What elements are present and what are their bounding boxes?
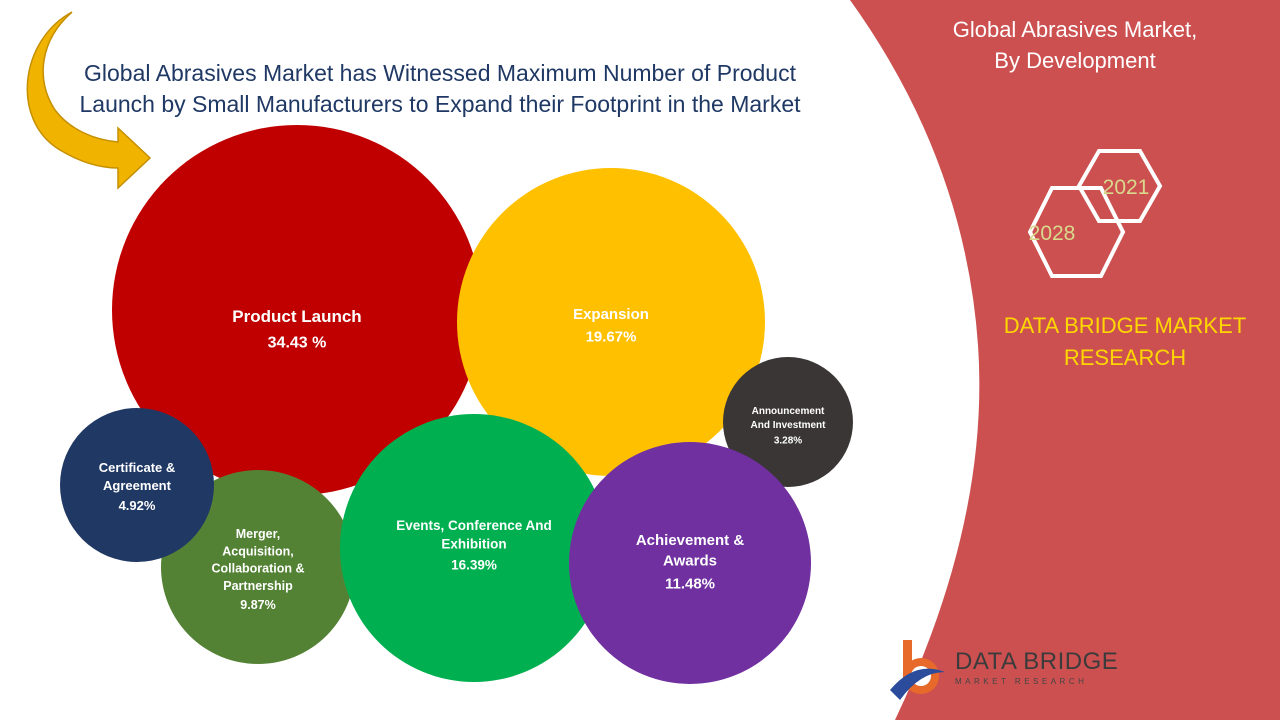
- bubble-circle-announcement-and-investment: [723, 357, 853, 487]
- bubble-value-events-conference-and-exhibition: 16.39%: [451, 557, 497, 572]
- bubble-achievement-and-awards: Achievement & Awards 11.48%: [569, 442, 811, 684]
- side-panel-background: [850, 0, 1280, 720]
- bubble-product-launch: Product Launch 34.43 %: [112, 125, 482, 495]
- chart-headline: Global Abrasives Market has Witnessed Ma…: [40, 58, 840, 120]
- bubble-value-expansion: 19.67%: [586, 329, 637, 346]
- bubble-label-announcement-and-investment: And Investment: [750, 420, 826, 431]
- logo-name: DATA BRIDGE: [955, 648, 1119, 675]
- bubble-label-events-conference-and-exhibition: Events, Conference And: [396, 518, 552, 533]
- headline-line-1: Global Abrasives Market has Witnessed Ma…: [84, 60, 796, 86]
- bubble-label-merger-acquisition-collaboration-partnership: Partnership: [223, 579, 293, 593]
- bubble-value-certificate-and-agreement: 4.92%: [119, 498, 156, 513]
- bubble-label-expansion: Expansion: [573, 306, 649, 323]
- bubble-circle-product-launch: [112, 125, 482, 495]
- bubble-events-conference-and-exhibition: Events, Conference And Exhibition 16.39%: [340, 414, 608, 682]
- bubble-label-announcement-and-investment: Announcement: [752, 406, 825, 417]
- bubble-label-merger-acquisition-collaboration-partnership: Acquisition,: [222, 544, 294, 558]
- bubble-value-announcement-and-investment: 3.28%: [774, 436, 802, 447]
- bubble-circle-expansion: [457, 168, 765, 476]
- bubble-label-merger-acquisition-collaboration-partnership: Merger,: [236, 527, 280, 541]
- brand-line-1: DATA BRIDGE MARKET: [1003, 313, 1247, 338]
- bubble-certificate-and-agreement: Certificate & Agreement 4.92%: [60, 408, 214, 562]
- side-panel-title: Global Abrasives Market, By Development: [900, 14, 1250, 76]
- curved-arrow-icon: [26, 11, 152, 190]
- bubble-label-certificate-and-agreement: Agreement: [103, 478, 172, 493]
- year-end-hexagon-icon: [1027, 186, 1126, 278]
- bubble-circle-achievement-and-awards: [569, 442, 811, 684]
- bubble-label-achievement-and-awards: Achievement &: [636, 532, 745, 549]
- bubble-label-events-conference-and-exhibition: Exhibition: [441, 537, 506, 552]
- bubble-label-product-launch: Product Launch: [232, 307, 361, 326]
- bubble-expansion: Expansion 19.67%: [457, 168, 765, 476]
- year-start-hexagon-icon: [1076, 149, 1163, 223]
- bubble-merger-acquisition-collaboration-partnership: Merger, Acquisition, Collaboration & Partne…: [161, 470, 355, 664]
- bubble-announcement-and-investment: Announcement And Investment 3.28%: [723, 357, 853, 487]
- brand-line-2: RESEARCH: [1063, 345, 1187, 370]
- bubble-label-certificate-and-agreement: Certificate &: [99, 460, 176, 475]
- bubble-circle-events-conference-and-exhibition: [340, 414, 608, 682]
- brand-name: DATA BRIDGE MARKET RESEARCH: [960, 310, 1280, 374]
- bubble-value-achievement-and-awards: 11.48%: [665, 575, 715, 592]
- bubble-circle-certificate-and-agreement: [60, 408, 214, 562]
- bubble-label-achievement-and-awards: Awards: [663, 553, 717, 570]
- year-end-label: 2028: [1029, 222, 1076, 245]
- bubble-value-merger-acquisition-collaboration-partnership: 9.87%: [240, 598, 275, 612]
- bubble-label-merger-acquisition-collaboration-partnership: Collaboration &: [211, 562, 304, 576]
- side-title-line-1: Global Abrasives Market,: [952, 17, 1198, 42]
- bubble-circle-merger-acquisition-collaboration-partnership: [161, 470, 355, 664]
- logo-subtitle: MARKET RESEARCH: [955, 677, 1088, 686]
- headline-line-2: Launch by Small Manufacturers to Expand …: [79, 91, 801, 117]
- data-bridge-logo-icon: [890, 640, 945, 700]
- year-start-label: 2021: [1103, 176, 1150, 199]
- side-title-line-2: By Development: [994, 48, 1156, 73]
- bubble-chart: Product Launch 34.43 % Expansion 19.67% Anno…: [60, 125, 853, 684]
- bubble-value-product-launch: 34.43 %: [268, 334, 327, 351]
